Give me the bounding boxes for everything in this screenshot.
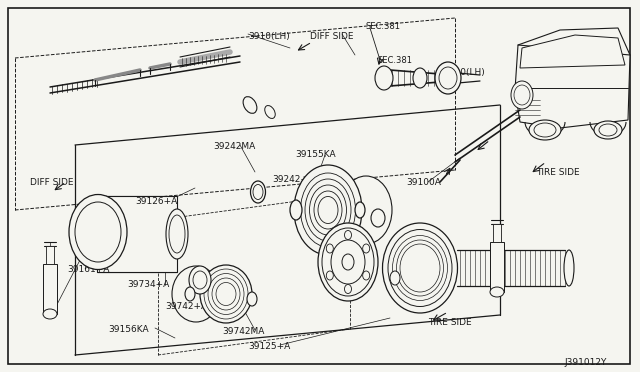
Ellipse shape [355,202,365,218]
Ellipse shape [265,106,275,118]
Text: 3910(LH): 3910(LH) [443,68,484,77]
Bar [46,246,54,264]
Text: 39155KA: 39155KA [295,150,335,159]
Ellipse shape [322,228,374,296]
Ellipse shape [514,85,530,105]
Ellipse shape [169,215,185,253]
Text: 39734+A: 39734+A [127,280,169,289]
Ellipse shape [594,121,622,139]
Ellipse shape [172,266,220,322]
Ellipse shape [216,282,236,305]
Bar [43,264,57,314]
Text: 39742MA: 39742MA [222,327,264,336]
Ellipse shape [371,209,385,227]
Ellipse shape [301,173,355,247]
Ellipse shape [310,185,346,235]
Ellipse shape [193,271,207,289]
Ellipse shape [185,287,195,301]
Ellipse shape [529,120,561,140]
Text: DIFF SIDE: DIFF SIDE [30,178,74,187]
Text: TIRE SIDE: TIRE SIDE [536,168,580,177]
Ellipse shape [340,176,392,244]
Text: 39742+A: 39742+A [165,302,207,311]
Ellipse shape [314,191,342,229]
Ellipse shape [318,196,338,224]
Ellipse shape [439,67,457,89]
Ellipse shape [318,223,378,301]
Text: SEC.381: SEC.381 [365,22,400,31]
Ellipse shape [392,235,447,301]
Ellipse shape [363,244,370,253]
Bar [490,242,504,292]
Bar [97,196,177,272]
Ellipse shape [342,254,354,270]
Text: 39161+A: 39161+A [67,265,109,274]
Polygon shape [515,28,630,128]
Text: 39100A: 39100A [406,178,441,187]
Ellipse shape [388,230,452,307]
Ellipse shape [326,244,333,253]
Ellipse shape [247,292,257,306]
Text: 39125+A: 39125+A [248,342,291,351]
Ellipse shape [511,81,533,109]
Ellipse shape [413,68,427,88]
Text: 39242+A: 39242+A [272,175,314,184]
Ellipse shape [69,195,127,269]
Text: J391012Y: J391012Y [564,358,606,367]
Text: TIRE SIDE: TIRE SIDE [428,318,472,327]
Ellipse shape [390,271,400,285]
Ellipse shape [397,240,444,296]
Ellipse shape [331,240,365,284]
Text: 3910(LH): 3910(LH) [248,32,290,41]
Ellipse shape [250,181,266,203]
Ellipse shape [208,273,244,314]
Ellipse shape [200,265,252,323]
Text: DIFF SIDE: DIFF SIDE [310,32,353,41]
Text: 39234+A: 39234+A [323,255,365,264]
Ellipse shape [253,185,263,199]
Polygon shape [520,35,625,68]
Ellipse shape [189,266,211,294]
Text: 39126+A: 39126+A [135,197,177,206]
Ellipse shape [383,223,458,313]
Ellipse shape [344,231,351,240]
Ellipse shape [166,209,188,259]
Ellipse shape [326,271,333,280]
Ellipse shape [490,287,504,297]
Ellipse shape [243,97,257,113]
Ellipse shape [290,200,302,220]
Text: 39156KA: 39156KA [108,325,148,334]
Ellipse shape [212,278,240,310]
Bar [493,224,501,242]
Text: 39242MA: 39242MA [213,142,255,151]
Ellipse shape [375,66,393,90]
Ellipse shape [204,269,248,319]
Ellipse shape [435,62,461,94]
Ellipse shape [599,124,617,136]
Ellipse shape [43,309,57,319]
Ellipse shape [344,285,351,294]
Text: SEC.381: SEC.381 [377,56,412,65]
Ellipse shape [75,202,121,262]
Ellipse shape [363,271,370,280]
Ellipse shape [294,165,362,255]
Ellipse shape [564,250,574,286]
Ellipse shape [305,179,351,241]
Ellipse shape [400,244,440,292]
Ellipse shape [534,123,556,137]
